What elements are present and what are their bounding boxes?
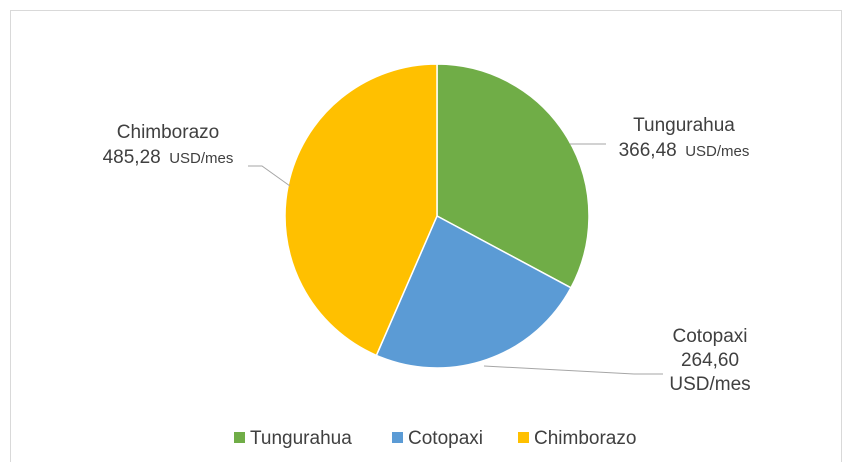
data-label-chimborazo-name: Chimborazo: [117, 122, 219, 143]
legend: Tungurahua Cotopaxi Chimborazo: [234, 428, 636, 449]
chart-area: [10, 10, 842, 462]
data-label-tungurahua-name: Tungurahua: [633, 115, 735, 136]
data-label-cotopaxi-unit: USD/mes: [669, 374, 750, 395]
data-label-tungurahua-value: 366,48 USD/mes: [619, 140, 750, 161]
legend-label-chimborazo: Chimborazo: [534, 428, 636, 449]
data-label-cotopaxi-name: Cotopaxi: [673, 326, 748, 347]
legend-label-tungurahua: Tungurahua: [250, 428, 352, 449]
data-label-chimborazo-value: 485,28 USD/mes: [103, 147, 234, 168]
data-label-cotopaxi-value: 264,60: [681, 350, 739, 371]
pie-slice-tungurahua: [436, 63, 590, 289]
legend-swatch-tungurahua: [234, 432, 245, 443]
legend-swatch-cotopaxi: [392, 432, 403, 443]
legend-swatch-chimborazo: [518, 432, 529, 443]
leader-line-chimborazo: [248, 165, 291, 187]
pie-slices: [284, 63, 590, 369]
pie-slice-cotopaxi: [375, 214, 572, 369]
leader-line-cotopaxi: [483, 365, 663, 375]
legend-label-cotopaxi: Cotopaxi: [408, 428, 483, 449]
